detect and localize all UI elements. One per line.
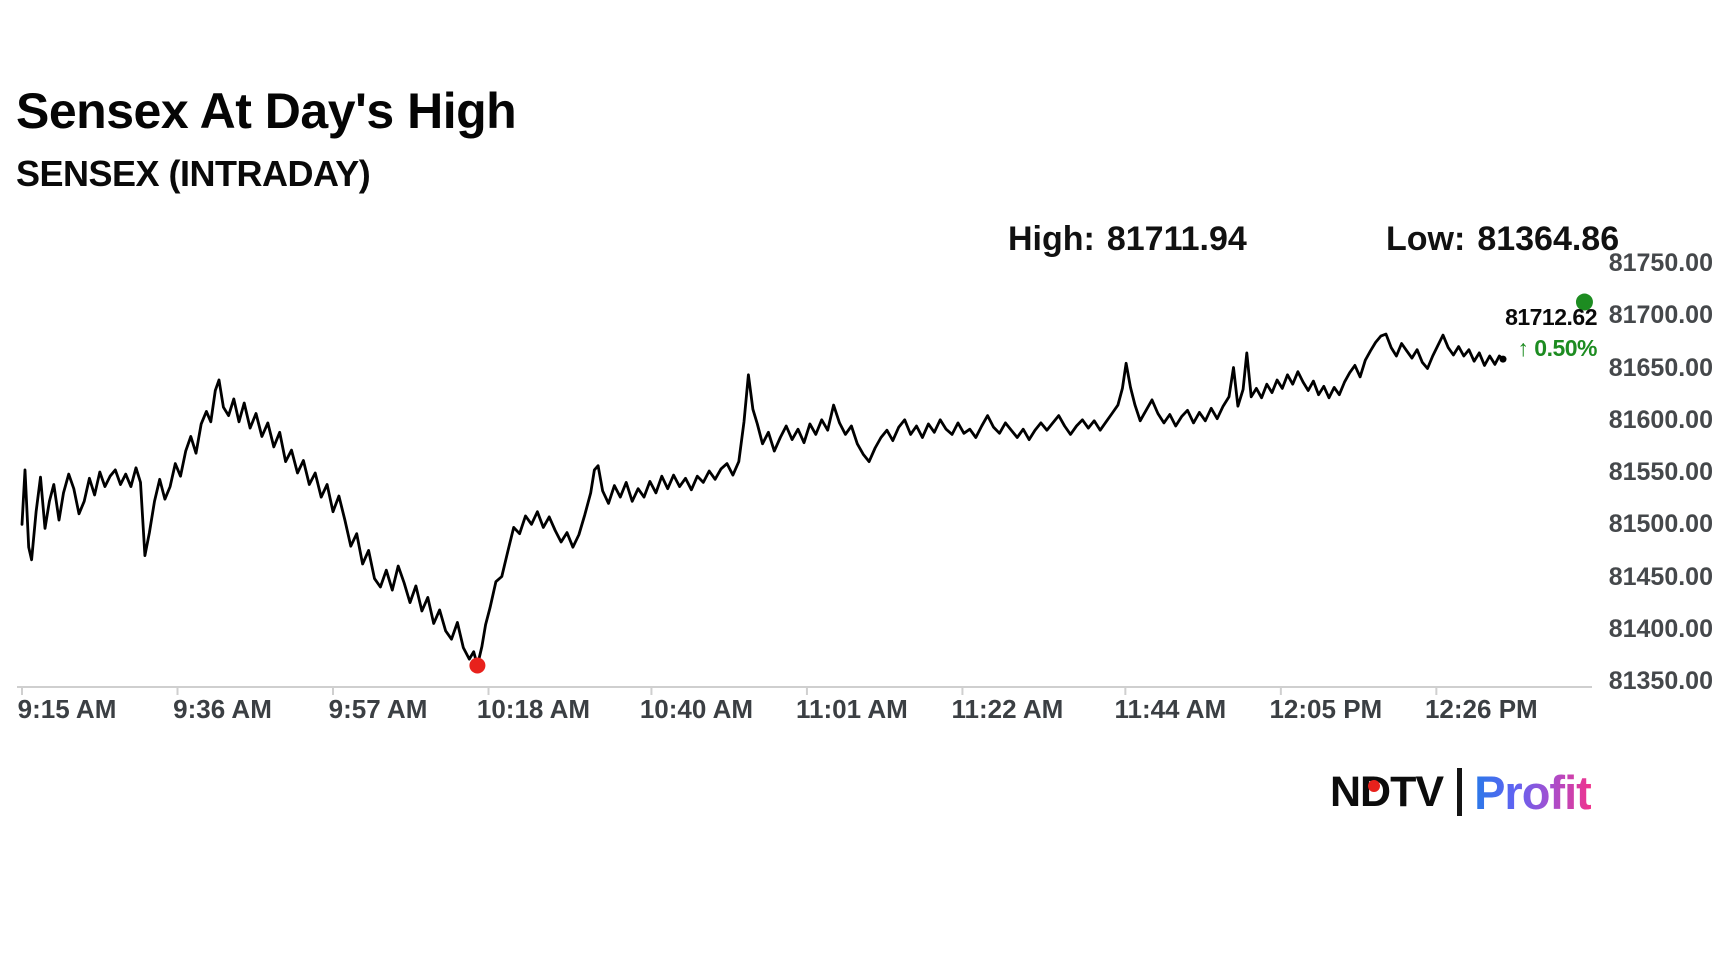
x-axis-label: 12:26 PM	[1424, 694, 1538, 724]
x-axis-label: 10:18 AM	[476, 694, 591, 724]
chart-subtitle: SENSEX (INTRADAY)	[16, 153, 371, 194]
header: Sensex At Day's High SENSEX (INTRADAY)	[16, 83, 517, 195]
page-title: Sensex At Day's High	[16, 83, 517, 139]
y-axis-label: 81650.00	[1608, 353, 1713, 382]
logo-divider	[1457, 768, 1463, 816]
y-axis-label: 81500.00	[1608, 510, 1713, 539]
x-axis-label: 9:36 AM	[173, 694, 272, 724]
last-price: 81712.62	[1505, 304, 1597, 330]
low-value: 81364.86	[1477, 220, 1620, 258]
y-axis-label: 81550.00	[1608, 458, 1713, 486]
ndtv-wordmark: NDTV	[1330, 767, 1444, 816]
y-axis-label: 81600.00	[1608, 405, 1713, 434]
price-line-series	[20, 332, 1505, 667]
y-axis-label: 81350.00	[1608, 667, 1713, 695]
line-end-dot	[1499, 355, 1507, 363]
high-low-annotation: High: 81711.94 Low: 81364.86	[0, 220, 1728, 264]
day-low-dot	[469, 657, 486, 674]
change-percent: 0.50%	[1534, 335, 1597, 361]
price-change: ↑ 0.50%	[1505, 335, 1597, 362]
low-label: Low:	[1386, 220, 1466, 258]
y-axis-label: 81750.00	[1608, 249, 1713, 277]
live-price-dot	[1575, 293, 1593, 311]
x-axis-label: 9:15 AM	[17, 694, 117, 724]
x-axis-label: 11:44 AM	[1114, 694, 1227, 724]
x-axis-label: 11:22 AM	[951, 694, 1064, 724]
x-axis-label: 12:05 PM	[1269, 694, 1383, 724]
y-axis-label: 81400.00	[1608, 614, 1713, 643]
live-price-annotation: 81712.62 ↑ 0.50%	[1505, 304, 1597, 362]
up-arrow-icon: ↑	[1517, 335, 1529, 361]
high-value: 81711.94	[1106, 220, 1247, 258]
x-axis-label: 11:01 AM	[796, 694, 908, 724]
y-axis-label: 81700.00	[1608, 301, 1713, 330]
profit-wordmark: Profit	[1474, 765, 1592, 819]
x-axis-label: 10:40 AM	[639, 694, 754, 724]
ndtv-profit-logo: NDTV Profit	[1330, 763, 1592, 821]
y-axis-label: 81450.00	[1608, 562, 1713, 591]
x-axis-label: 9:57 AM	[328, 694, 428, 724]
high-label: High:	[1008, 220, 1095, 258]
day-low-stat: Low: 81364.86	[1386, 220, 1619, 259]
ndtv-red-dot-icon	[1368, 780, 1380, 792]
day-high-stat: High: 81711.94	[1008, 220, 1247, 259]
